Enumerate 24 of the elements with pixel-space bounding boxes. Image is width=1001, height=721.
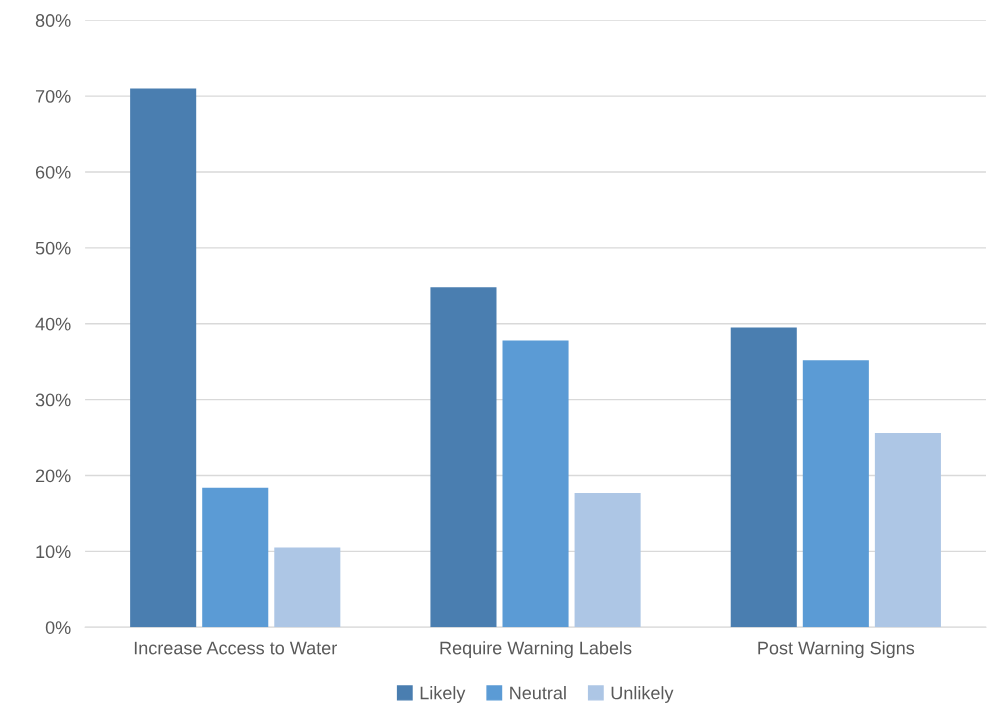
bar: [730, 327, 797, 628]
x-tick-label: Require Warning Labels: [440, 641, 632, 658]
bar: [430, 287, 497, 628]
legend-label: Neutral: [510, 686, 566, 700]
y-tick-label: 30%: [35, 393, 71, 407]
y-tick-label: 50%: [35, 241, 71, 255]
y-tick-label: 10%: [36, 545, 71, 559]
bar: [574, 492, 641, 628]
bar: [202, 487, 269, 628]
bar: [502, 340, 569, 628]
y-tick-label: 20%: [35, 469, 71, 483]
bar: [802, 360, 869, 628]
legend-label: Likely: [420, 686, 466, 703]
y-tick-label: 40%: [35, 317, 71, 331]
y-tick-label: 70%: [35, 90, 71, 103]
y-tick-label: 0%: [45, 621, 71, 634]
legend-label: Unlikely: [611, 686, 674, 703]
y-tick-label: 80%: [35, 14, 71, 27]
x-tick-label: Increase Access to Water: [134, 641, 337, 655]
bar: [874, 433, 941, 628]
bar: [274, 547, 341, 628]
bar: [130, 88, 197, 628]
y-tick-label: 60%: [35, 165, 71, 179]
x-tick-label: Post Warning Signs: [758, 641, 915, 658]
